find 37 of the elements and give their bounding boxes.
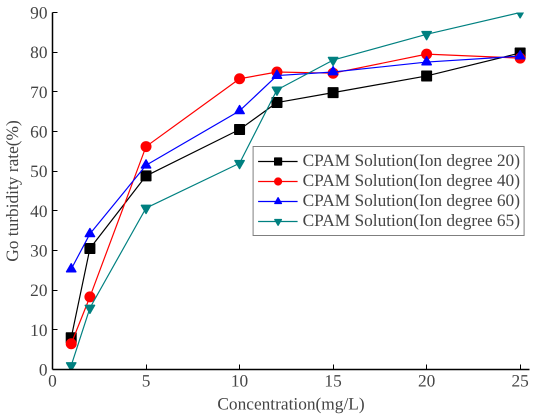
point — [271, 86, 282, 96]
x-tick-label: 20 — [418, 372, 436, 390]
y-tick-label: 60 — [30, 122, 48, 142]
point — [421, 48, 432, 60]
legend-label: CPAM Solution(Ion degree 20) — [302, 150, 520, 170]
x-axis-title: Concentration(mg/L) — [217, 394, 365, 414]
y-tick-label: 10 — [30, 320, 48, 340]
point — [140, 204, 152, 214]
point — [328, 56, 339, 66]
y-tick-label: 30 — [30, 242, 48, 260]
point — [84, 291, 96, 302]
x-tick-label: 25 — [511, 372, 529, 390]
point — [66, 338, 77, 350]
point — [421, 30, 432, 41]
point — [140, 170, 152, 182]
y-tick-label: 80 — [30, 43, 48, 62]
y-tick-label: 90 — [30, 4, 48, 22]
y-axis-title: Go turbidity rate(%) — [3, 120, 22, 262]
x-tick-label: 10 — [230, 372, 248, 390]
point — [271, 97, 282, 108]
point — [84, 243, 96, 254]
legend-label: CPAM Solution(Ion degree 40) — [302, 170, 520, 190]
point — [328, 87, 339, 98]
x-tick-label: 5 — [142, 372, 150, 390]
point — [234, 124, 246, 136]
x-tick-label: 15 — [324, 372, 342, 390]
y-tick-label: 40 — [30, 202, 48, 221]
point — [234, 73, 246, 84]
y-tick-label: 20 — [30, 281, 48, 300]
legend-label: CPAM Solution(Ion degree 65) — [302, 210, 520, 230]
point — [140, 141, 152, 152]
point — [84, 304, 96, 314]
point — [421, 70, 432, 82]
y-tick-label: 50 — [30, 162, 48, 182]
y-tick-label: 70 — [30, 82, 48, 102]
legend-label: CPAM Solution(Ion degree 60) — [302, 190, 520, 210]
point — [234, 160, 246, 170]
